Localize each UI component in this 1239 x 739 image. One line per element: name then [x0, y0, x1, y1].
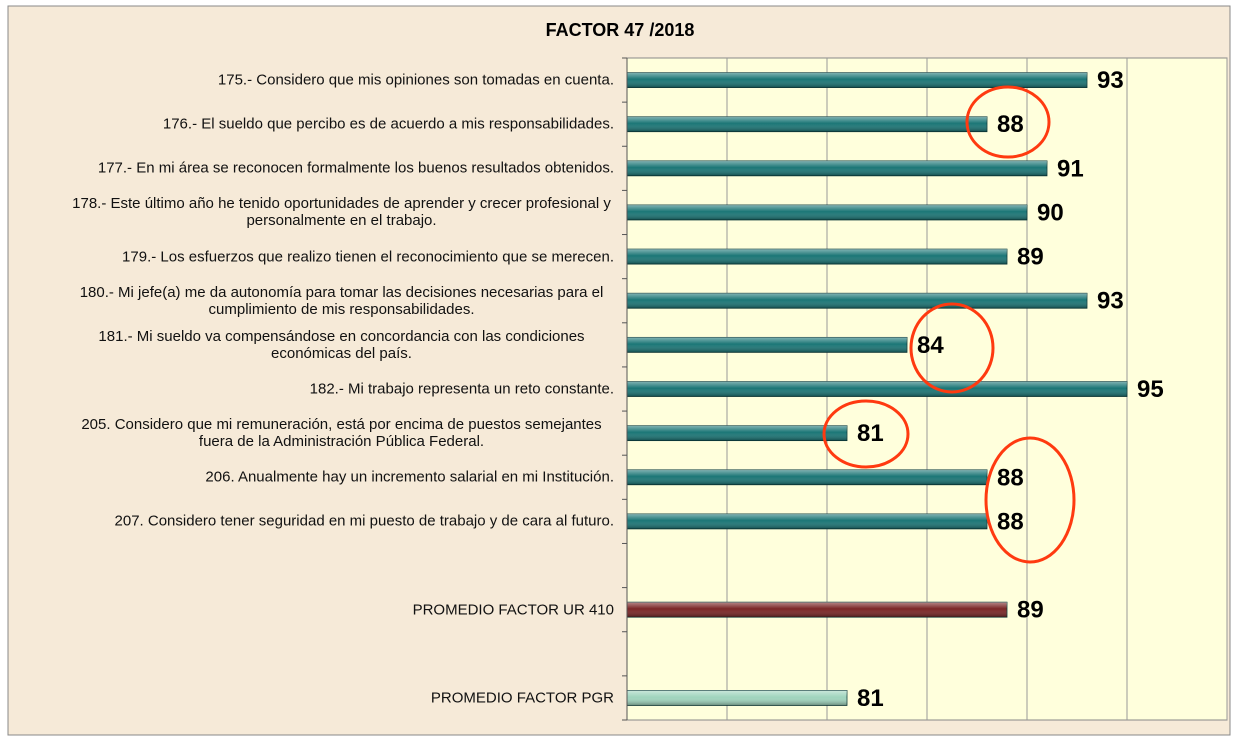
- bar-shade: [627, 293, 1087, 309]
- category-label: 207. Considero tener seguridad en mi pue…: [54, 513, 614, 530]
- data-label: 89: [1017, 597, 1044, 624]
- highlight-circle: [965, 85, 1051, 159]
- category-label: PROMEDIO FACTOR UR 410: [54, 601, 614, 618]
- highlight-circle: [984, 436, 1076, 564]
- category-text: 206. Anualmente hay un incremento salari…: [205, 468, 614, 486]
- highlight-circle: [909, 302, 995, 394]
- category-text: 175.- Considero que mis opiniones son to…: [217, 71, 614, 89]
- category-text: PROMEDIO FACTOR PGR: [430, 689, 614, 707]
- category-text: 182.- Mi trabajo representa un reto cons…: [309, 380, 614, 398]
- category-text: 179.- Los esfuerzos que realizo tienen e…: [122, 248, 614, 266]
- bar-shade: [627, 337, 907, 353]
- bar-shade: [627, 72, 1087, 88]
- data-label: 93: [1097, 67, 1124, 94]
- category-text: 205. Considero que mi remuneración, está…: [81, 416, 602, 451]
- data-label: 95: [1137, 376, 1164, 403]
- category-label: 205. Considero que mi remuneración, está…: [54, 416, 614, 450]
- category-label: PROMEDIO FACTOR PGR: [54, 689, 614, 706]
- data-label: 84: [917, 332, 944, 359]
- data-label: 91: [1057, 155, 1084, 182]
- category-text: 178.- Este último año he tenido oportuni…: [72, 195, 611, 230]
- bar-shade: [627, 690, 847, 706]
- category-label: 180.- Mi jefe(a) me da autonomía para to…: [54, 284, 614, 318]
- category-label: 178.- Este último año he tenido oportuni…: [54, 195, 614, 229]
- category-label: 182.- Mi trabajo representa un reto cons…: [54, 381, 614, 398]
- data-label: 88: [997, 508, 1024, 535]
- bar-shade: [627, 513, 987, 529]
- annotations: [822, 85, 1076, 564]
- bar-shade: [627, 381, 1127, 397]
- category-text: PROMEDIO FACTOR UR 410: [412, 601, 614, 619]
- data-label: 93: [1097, 288, 1124, 315]
- bar-shade: [627, 204, 1027, 220]
- category-text: 176.- El sueldo que percibo es de acuerd…: [162, 115, 614, 133]
- data-label: 88: [997, 111, 1024, 138]
- chart-title: FACTOR 47 /2018: [546, 20, 695, 40]
- bar-shade: [627, 160, 1047, 176]
- data-label: 90: [1037, 199, 1064, 226]
- category-label: 181.- Mi sueldo va compensándose en conc…: [54, 328, 614, 362]
- bar-shade: [627, 116, 987, 132]
- category-text: 180.- Mi jefe(a) me da autonomía para to…: [79, 283, 604, 318]
- data-label: 88: [997, 464, 1024, 491]
- category-text: 177.- En mi área se reconocen formalment…: [97, 159, 614, 177]
- data-label: 89: [1017, 244, 1044, 271]
- data-label: 81: [857, 685, 884, 712]
- bar-shade: [627, 602, 1007, 618]
- category-label: 206. Anualmente hay un incremento salari…: [54, 469, 614, 486]
- category-text: 181.- Mi sueldo va compensándose en conc…: [98, 327, 585, 362]
- category-label: 175.- Considero que mis opiniones son to…: [54, 72, 614, 89]
- bar-shade: [627, 425, 847, 441]
- category-label: 177.- En mi área se reconocen formalment…: [54, 160, 614, 177]
- category-text: 207. Considero tener seguridad en mi pue…: [114, 512, 614, 530]
- category-label: 179.- Los esfuerzos que realizo tienen e…: [54, 248, 614, 265]
- highlight-circle: [822, 399, 910, 469]
- category-label: 176.- El sueldo que percibo es de acuerd…: [54, 116, 614, 133]
- bar-shade: [627, 249, 1007, 265]
- data-label: 81: [857, 420, 884, 447]
- bar-shade: [627, 469, 987, 485]
